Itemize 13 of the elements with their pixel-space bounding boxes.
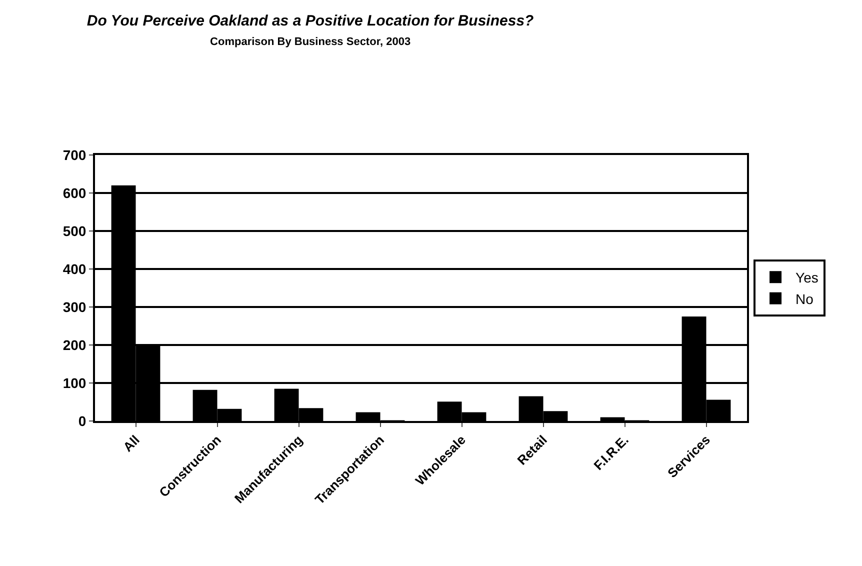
y-tick-label: 0 <box>78 412 86 429</box>
y-tick-label: 100 <box>62 374 86 391</box>
chart-subtitle: Comparison By Business Sector, 2003 <box>210 36 411 48</box>
y-tick-label: 400 <box>62 260 86 277</box>
legend-label: No <box>796 290 814 307</box>
chart-title: Do You Perceive Oakland as a Positive Location for Business? <box>86 12 534 30</box>
y-tick-label: 700 <box>62 146 86 163</box>
y-tick-label: 200 <box>62 336 86 353</box>
x-tick-label: All <box>120 432 142 455</box>
legend-label: Yes <box>796 270 818 286</box>
y-tick-label: 300 <box>62 298 86 315</box>
y-tick-label: 500 <box>62 222 86 239</box>
y-tick-label: 600 <box>62 184 86 201</box>
